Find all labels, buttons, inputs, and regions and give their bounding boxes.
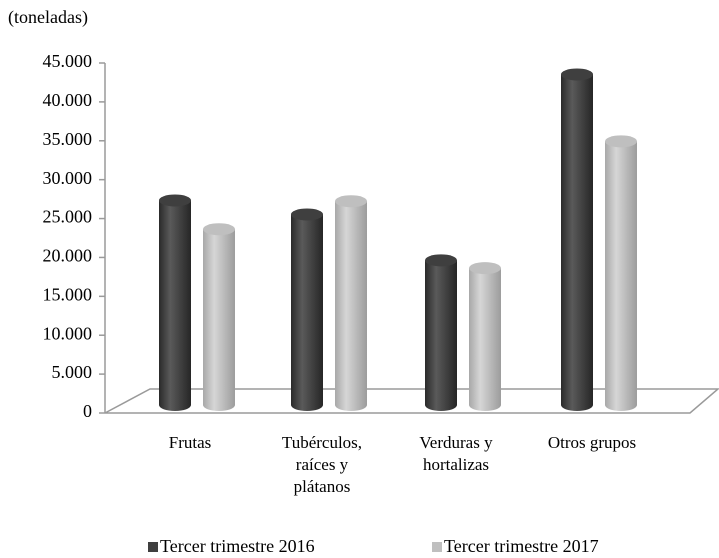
y-tick-label: 20.000: [43, 246, 93, 266]
floor: [104, 388, 719, 414]
bar-bottom: [561, 399, 593, 411]
y-tick-label: 45.000: [43, 51, 93, 71]
bar-bottom: [203, 399, 235, 411]
bar-bottom: [469, 399, 501, 411]
bar-body: [469, 268, 501, 405]
bar-bottom: [335, 399, 367, 411]
bar-body: [425, 260, 457, 405]
legend-label: Tercer trimestre 2016: [160, 536, 315, 556]
bar-top: [561, 68, 593, 81]
legend-swatch: [432, 542, 442, 552]
legend-swatch: [148, 542, 158, 552]
bar-top: [469, 262, 501, 275]
bar: [469, 262, 501, 411]
bar-top: [425, 254, 457, 267]
y-tick-label: 0: [83, 401, 92, 421]
bar-body: [203, 229, 235, 405]
bar-body: [335, 201, 367, 405]
y-tick-label: 5.000: [52, 362, 93, 382]
bar: [335, 195, 367, 411]
bar-body: [561, 74, 593, 405]
bar-body: [605, 141, 637, 406]
bar: [561, 68, 593, 411]
y-tick-label: 30.000: [43, 168, 93, 188]
y-tick-label: 10.000: [43, 323, 93, 343]
bar-bottom: [291, 399, 323, 411]
bar-body: [291, 214, 323, 405]
bar-top: [335, 195, 367, 208]
bar: [605, 135, 637, 411]
bar-body: [159, 200, 191, 405]
bar-top: [605, 135, 637, 148]
bar-bottom: [605, 399, 637, 411]
y-tick-label: 15.000: [43, 284, 93, 304]
bar-top: [159, 194, 191, 207]
bar-bottom: [159, 399, 191, 411]
bar-top: [291, 208, 323, 221]
x-tick-label: Tubérculos, raíces y plátanos: [281, 433, 363, 496]
bar-bottom: [425, 399, 457, 411]
bar: [203, 223, 235, 411]
y-tick-label: 40.000: [43, 90, 93, 110]
bar: [159, 194, 191, 411]
bar-top: [203, 223, 235, 236]
x-tick-label: Frutas: [168, 433, 212, 452]
chart-title: (toneladas): [8, 7, 88, 28]
y-tick-label: 25.000: [43, 207, 93, 227]
legend-label: Tercer trimestre 2017: [444, 536, 599, 556]
x-tick-label: Verduras y hortalizas: [419, 433, 493, 474]
x-tick-label: Otros grupos: [547, 433, 637, 452]
y-tick-label: 35.000: [43, 129, 93, 149]
bar: [425, 254, 457, 411]
bar: [291, 208, 323, 411]
